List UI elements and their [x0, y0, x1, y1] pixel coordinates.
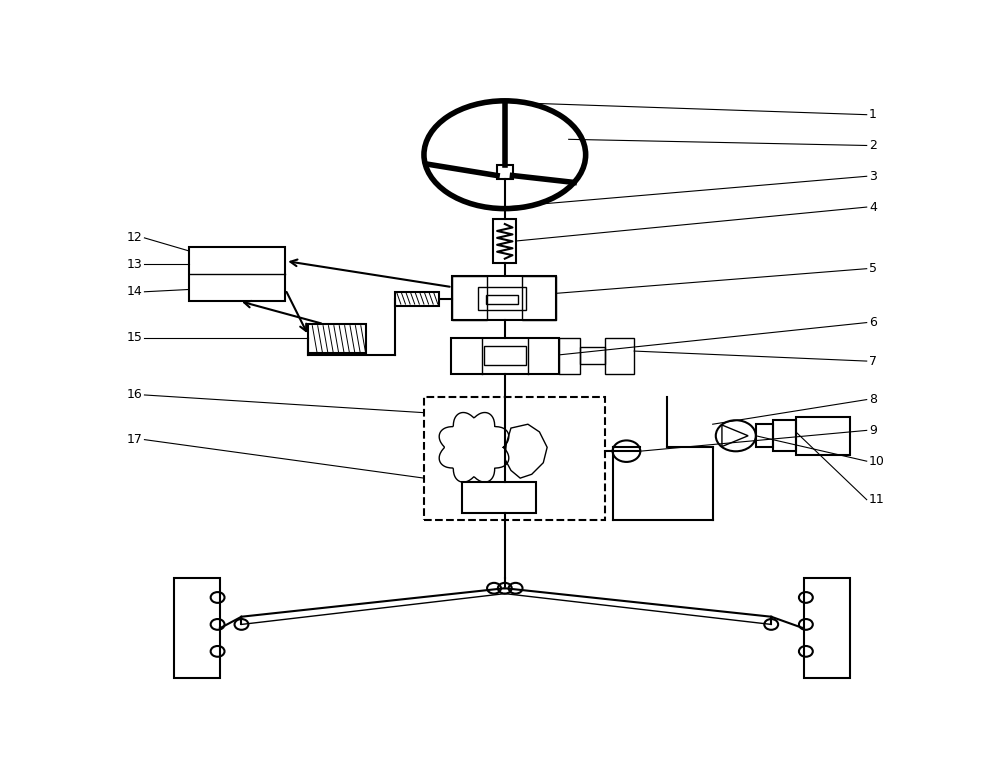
- Text: 5: 5: [869, 262, 877, 275]
- Bar: [452, 276, 556, 320]
- Text: 12: 12: [126, 231, 142, 244]
- Bar: [486, 295, 518, 304]
- Bar: [497, 165, 512, 178]
- Text: 3: 3: [869, 170, 877, 183]
- Text: 13: 13: [126, 258, 142, 271]
- Text: 17: 17: [126, 433, 142, 446]
- Bar: [580, 347, 605, 364]
- Bar: [395, 292, 439, 306]
- Text: 14: 14: [126, 286, 142, 298]
- Text: 9: 9: [869, 424, 877, 437]
- Text: 6: 6: [869, 316, 877, 329]
- Bar: [308, 324, 366, 353]
- Bar: [451, 338, 559, 374]
- Text: 15: 15: [126, 331, 142, 345]
- Text: 4: 4: [869, 200, 877, 213]
- Text: 10: 10: [869, 455, 885, 468]
- Bar: [484, 345, 526, 365]
- Bar: [424, 397, 605, 521]
- Bar: [522, 276, 556, 320]
- Text: 11: 11: [869, 494, 885, 506]
- Bar: [478, 287, 526, 310]
- Bar: [804, 578, 850, 678]
- Text: 1: 1: [869, 108, 877, 121]
- Bar: [174, 578, 220, 678]
- Bar: [462, 482, 536, 513]
- Bar: [493, 219, 516, 263]
- Bar: [605, 338, 634, 374]
- Bar: [756, 424, 773, 447]
- Bar: [773, 421, 796, 451]
- Text: 16: 16: [126, 389, 142, 401]
- Text: 2: 2: [869, 139, 877, 152]
- Bar: [559, 338, 580, 374]
- Bar: [796, 417, 850, 455]
- Text: 8: 8: [869, 393, 877, 406]
- Text: 7: 7: [869, 355, 877, 368]
- Bar: [189, 247, 285, 301]
- Bar: [452, 276, 487, 320]
